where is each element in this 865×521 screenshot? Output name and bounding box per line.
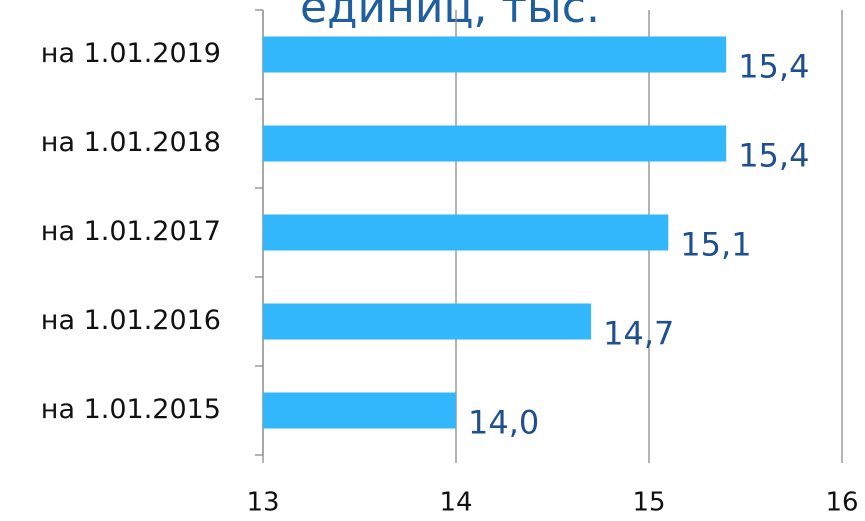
y-tick-label: на 1.01.2018	[41, 127, 221, 158]
value-label: 14,7	[603, 315, 674, 353]
bar	[263, 214, 669, 251]
value-label: 15,4	[738, 137, 809, 175]
x-tick-label: 16	[825, 488, 858, 518]
bar	[263, 36, 727, 73]
x-tick-label: 13	[246, 488, 279, 518]
bar	[263, 303, 592, 340]
y-tick-label: на 1.01.2015	[41, 394, 221, 425]
bar	[263, 392, 456, 429]
x-tick-label: 15	[632, 488, 665, 518]
x-tick-label: 14	[439, 488, 472, 518]
value-label: 15,1	[680, 226, 751, 264]
y-tick-label: на 1.01.2017	[41, 216, 221, 247]
y-tick-label: на 1.01.2019	[41, 38, 221, 69]
chart-title: единиц, тыс.	[300, 0, 600, 33]
value-label: 15,4	[738, 48, 809, 86]
y-tick-label: на 1.01.2016	[41, 305, 221, 336]
bar	[263, 125, 727, 162]
value-label: 14,0	[468, 404, 539, 442]
